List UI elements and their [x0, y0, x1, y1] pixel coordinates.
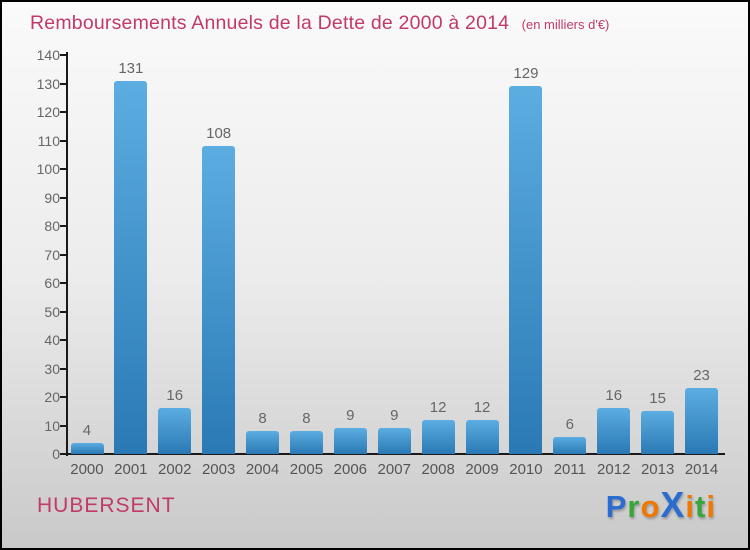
x-tick-label: 2006 [333, 461, 368, 478]
x-tick-label: 2011 [553, 461, 586, 478]
y-tick-mark [60, 54, 66, 56]
logo-letter: o [640, 489, 661, 524]
y-tick-mark [60, 111, 66, 113]
bar-value-label: 12 [473, 398, 491, 416]
bar-2009 [465, 419, 499, 454]
bar-value-label: 131 [118, 59, 144, 77]
y-tick-label: 50 [44, 303, 60, 320]
bar-2006 [333, 428, 367, 455]
place-name: HUBERSENT [37, 494, 176, 517]
bar-value-label: 6 [565, 415, 574, 433]
bar-2002 [158, 408, 192, 454]
x-tick-label: 2008 [421, 461, 455, 478]
y-tick-mark [60, 168, 66, 170]
y-tick-mark [60, 196, 66, 199]
logo-letter: X [660, 484, 686, 525]
bar-2000 [70, 442, 104, 454]
x-tick-label: 2002 [158, 461, 192, 478]
y-tick-mark [60, 82, 66, 85]
y-tick-label: 60 [44, 275, 60, 291]
x-tick-label: 2009 [465, 461, 499, 478]
bar-value-label: 8 [258, 410, 267, 428]
bar-value-label: 129 [513, 65, 539, 83]
y-tick-mark [60, 253, 66, 256]
bar-2005 [289, 431, 323, 454]
logo-letter: i [685, 489, 696, 524]
logo-letter: r [627, 489, 641, 524]
bar-value-label: 108 [206, 125, 232, 143]
x-tick-label: 2004 [245, 461, 280, 478]
bar-2014 [685, 388, 719, 454]
y-tick-label: 70 [44, 246, 60, 263]
bar-value-label: 9 [390, 407, 399, 425]
y-tick-label: 40 [44, 332, 60, 348]
y-tick-label: 90 [44, 189, 60, 206]
chart-subtitle: (en milliers d'€) [521, 17, 610, 32]
bar-2013 [641, 411, 675, 455]
x-tick-label: 2000 [70, 461, 104, 478]
x-tick-label: 2005 [289, 461, 324, 478]
x-tick-label: 2012 [597, 461, 631, 478]
bar-value-label: 23 [693, 367, 710, 385]
x-tick-label: 2013 [640, 461, 675, 478]
y-tick-mark [60, 453, 66, 455]
proxiti-logo[interactable]: ProXiti [606, 484, 716, 526]
y-tick-mark [60, 367, 66, 370]
y-tick-label: 0 [52, 446, 60, 462]
y-tick-mark [60, 225, 66, 227]
y-tick-mark [60, 339, 66, 341]
y-tick-label: 120 [36, 104, 60, 120]
y-tick-mark [60, 396, 66, 398]
bar-value-label: 16 [605, 387, 623, 405]
x-tick-label: 2003 [201, 461, 236, 478]
y-tick-label: 30 [44, 360, 60, 377]
bar-2010 [509, 86, 543, 454]
bar-value-label: 15 [649, 390, 666, 408]
chart-title: Remboursements Annuels de la Dette de 20… [30, 12, 510, 34]
y-tick-mark [60, 282, 66, 284]
bar-value-label: 16 [166, 387, 184, 405]
y-tick-mark [60, 424, 66, 427]
logo-letter: P [605, 489, 628, 524]
bar-value-label: 8 [302, 410, 311, 428]
x-tick-label: 2010 [509, 461, 543, 478]
y-axis-line [66, 52, 68, 456]
x-tick-label: 2001 [114, 461, 148, 478]
y-tick-label: 10 [44, 417, 60, 434]
bar-2012 [597, 408, 631, 454]
bar-value-label: 4 [82, 421, 92, 439]
bar-2011 [553, 436, 587, 454]
chart-header: Remboursements Annuels de la Dette de 20… [30, 12, 609, 35]
y-tick-mark [60, 310, 66, 313]
bar-2001 [114, 80, 148, 454]
x-tick-label: 2007 [377, 461, 411, 478]
bar-value-label: 12 [429, 398, 447, 416]
bar-2007 [377, 428, 411, 455]
y-tick-label: 140 [36, 47, 60, 63]
bar-value-label: 9 [346, 407, 355, 425]
bar-2004 [246, 431, 279, 454]
y-tick-label: 110 [37, 132, 60, 149]
logo-letter: i [706, 489, 716, 524]
y-tick-label: 100 [36, 161, 60, 177]
bar-2003 [202, 146, 236, 454]
logo-letter: t [695, 489, 707, 524]
y-tick-mark [60, 139, 66, 142]
y-tick-label: 130 [36, 75, 60, 92]
bar-2008 [421, 419, 455, 454]
y-tick-label: 80 [44, 218, 60, 234]
y-tick-label: 20 [44, 389, 60, 405]
x-tick-label: 2014 [684, 461, 719, 478]
